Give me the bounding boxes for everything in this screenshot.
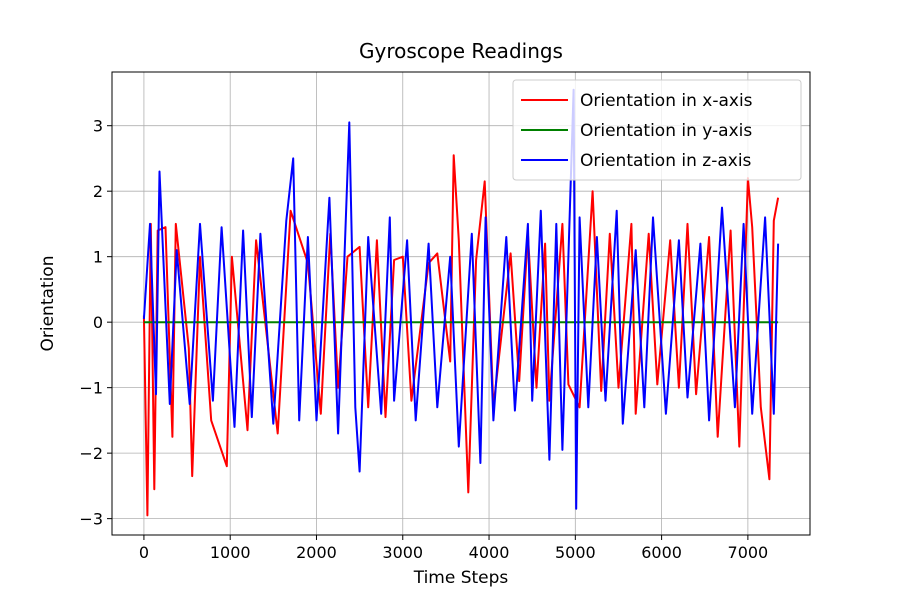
- y-tick-label: 1: [93, 248, 103, 267]
- legend-entry: Orientation in x-axis: [580, 91, 753, 111]
- x-axis-label: Time Steps: [413, 568, 509, 588]
- x-tick-label: 5000: [555, 543, 596, 562]
- legend-entry: Orientation in y-axis: [580, 121, 752, 141]
- x-tick-label: 4000: [469, 543, 510, 562]
- legend-box: [512, 79, 802, 181]
- y-tick-label: 0: [93, 313, 103, 332]
- y-tick-label: −3: [79, 510, 103, 529]
- x-tick-label: 0: [139, 543, 149, 562]
- y-tick-label: −1: [79, 379, 103, 398]
- y-tick-label: 3: [93, 117, 103, 136]
- x-tick-label: 6000: [641, 543, 682, 562]
- chart-title: Gyroscope Readings: [359, 39, 563, 63]
- y-axis-label: Orientation: [38, 256, 58, 352]
- axis-ticks: 0 1000 2000 3000 4000 5000 6000 7000 −3 −2 −1 0 1 2 3: [79, 117, 768, 562]
- x-tick-label: 7000: [728, 543, 769, 562]
- legend: Orientation in x-axis Orientation in y-ax…: [512, 79, 802, 181]
- series-line-2: [142, 88, 780, 510]
- y-tick-label: −2: [79, 444, 103, 463]
- legend-entry: Orientation in z-axis: [580, 151, 752, 171]
- plot-frame: [111, 71, 811, 536]
- x-tick-label: 1000: [210, 543, 251, 562]
- y-tick-label: 2: [93, 182, 103, 201]
- series-lines: [142, 88, 780, 517]
- x-tick-label: 2000: [296, 543, 337, 562]
- x-tick-label: 3000: [382, 543, 423, 562]
